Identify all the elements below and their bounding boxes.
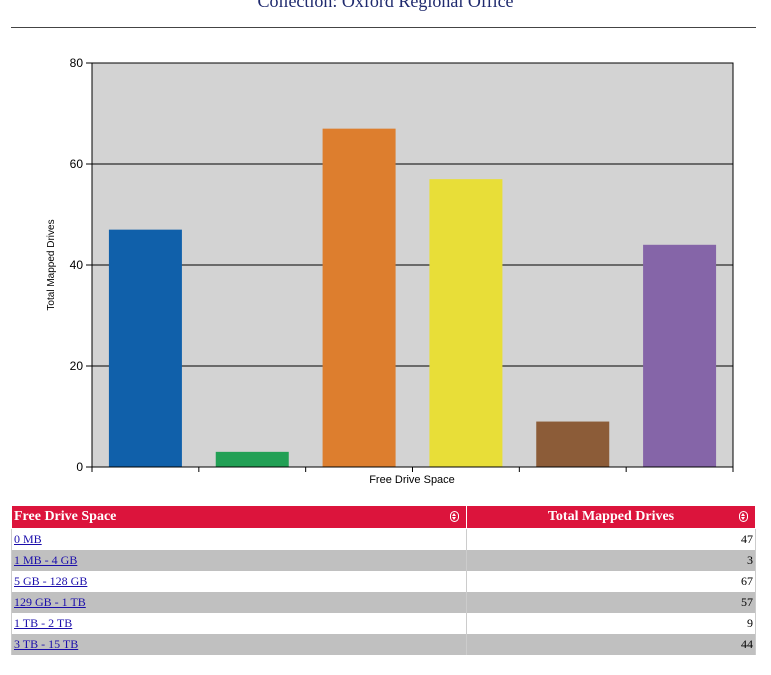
x-axis	[91, 467, 734, 472]
table-row: 0 MB 47	[11, 528, 756, 550]
bars	[108, 128, 717, 467]
column-header-free-drive-space[interactable]: Free Drive Space	[11, 505, 467, 529]
bar[interactable]	[215, 451, 289, 467]
table-cell-value: 47	[466, 528, 756, 550]
table-row: 1 TB - 2 TB 9	[11, 613, 756, 634]
row-link[interactable]: 0 MB	[14, 532, 42, 546]
table-row: 129 GB - 1 TB 57	[11, 592, 756, 613]
table-cell-value: 67	[466, 571, 756, 592]
row-link[interactable]: 5 GB - 128 GB	[14, 574, 88, 588]
sort-icon[interactable]	[739, 511, 748, 522]
x-axis-label: Free Drive Space	[369, 474, 455, 486]
page-title: Collection: Oxford Regional Office	[257, 0, 514, 11]
column-header-label: Total Mapped Drives	[547, 509, 675, 524]
table-cell-value: 57	[466, 592, 756, 613]
bar[interactable]	[108, 229, 182, 467]
title-divider	[11, 27, 756, 28]
column-header-total-mapped-drives[interactable]: Total Mapped Drives	[466, 505, 756, 529]
y-tick-label: 0	[76, 460, 83, 474]
row-link[interactable]: 1 MB - 4 GB	[14, 553, 78, 567]
data-table: Free Drive Space Total Mapped Drives 0 M…	[11, 505, 756, 655]
table-cell-value: 44	[466, 634, 756, 655]
table-cell-value: 9	[466, 613, 756, 634]
bar[interactable]	[322, 128, 396, 467]
table-row: 5 GB - 128 GB 67	[11, 571, 756, 592]
y-axis-label: Total Mapped Drives	[46, 219, 57, 310]
table-header-row: Free Drive Space Total Mapped Drives	[11, 505, 756, 529]
table-cell-value: 3	[466, 550, 756, 571]
bar[interactable]	[536, 421, 610, 467]
bar[interactable]	[429, 179, 503, 467]
table-cell-label: 3 TB - 15 TB	[11, 634, 467, 655]
row-link[interactable]: 3 TB - 15 TB	[14, 637, 79, 651]
sort-icon[interactable]	[450, 511, 459, 522]
y-axis: 0 20 40 60 80	[70, 56, 92, 474]
table-row: 3 TB - 15 TB 44	[11, 634, 756, 655]
table-cell-label: 1 MB - 4 GB	[11, 550, 467, 571]
y-tick-label: 60	[70, 157, 84, 171]
table-cell-label: 0 MB	[11, 528, 467, 550]
table-cell-label: 1 TB - 2 TB	[11, 613, 467, 634]
bar[interactable]	[643, 244, 717, 467]
table-cell-label: 5 GB - 128 GB	[11, 571, 467, 592]
grid-lines	[92, 163, 733, 367]
y-tick-label: 20	[70, 359, 84, 373]
table-cell-label: 129 GB - 1 TB	[11, 592, 467, 613]
column-header-label: Free Drive Space	[14, 509, 117, 524]
y-tick-label: 40	[70, 258, 84, 272]
row-link[interactable]: 129 GB - 1 TB	[14, 595, 86, 609]
table-row: 1 MB - 4 GB 3	[11, 550, 756, 571]
y-tick-label: 80	[70, 56, 84, 70]
row-link[interactable]: 1 TB - 2 TB	[14, 616, 73, 630]
bar-chart: 0 20 40 60 80 Free Drive Space Total Mapped …	[46, 56, 734, 486]
